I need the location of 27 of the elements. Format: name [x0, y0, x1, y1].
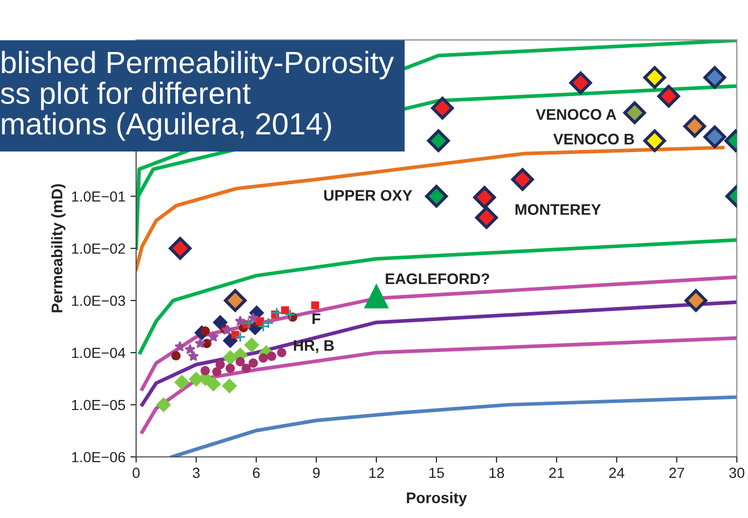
annotation: EAGLEFORD? [386, 273, 490, 284]
annotation: UPPER OXY [324, 190, 412, 201]
x-tick-label: 24 [609, 468, 624, 478]
x-tick-label: 9 [312, 468, 320, 478]
y-tick-label: 1.0E−03 [72, 296, 126, 306]
x-tick-label: 18 [490, 468, 504, 478]
x-tick-label: 15 [429, 468, 444, 478]
annotation: VENOCO B [553, 134, 634, 144]
x-tick-label: 6 [252, 468, 260, 478]
x-tick-label: 21 [549, 468, 564, 478]
x-tick-label: 12 [369, 468, 384, 478]
annotation: MONTEREY [516, 204, 601, 215]
x-tick-label: 27 [669, 468, 684, 478]
annotation: F [312, 314, 320, 324]
y-axis-title: Permeability (mD) [51, 184, 66, 312]
y-tick-label: 1.0E−06 [72, 452, 126, 462]
x-axis-title: Porosity [406, 492, 467, 506]
text: blished Permeability-Porosity ss plot for different mations (Aguilera, 2014) [0, 50, 394, 141]
y-tick-label: 1.0E−02 [72, 243, 125, 254]
x-tick-label: 0 [132, 468, 140, 478]
x-tick-label: 3 [192, 468, 200, 478]
annotation: VENOCO A [536, 109, 616, 120]
y-tick-label: 1.0E−04 [72, 348, 126, 358]
x-tick-label: 30 [729, 468, 744, 478]
y-tick-label: 1.0E−01 [72, 191, 126, 202]
y-tick-label: 1.0E−05 [72, 400, 126, 410]
annotation: HR, B [294, 340, 334, 354]
